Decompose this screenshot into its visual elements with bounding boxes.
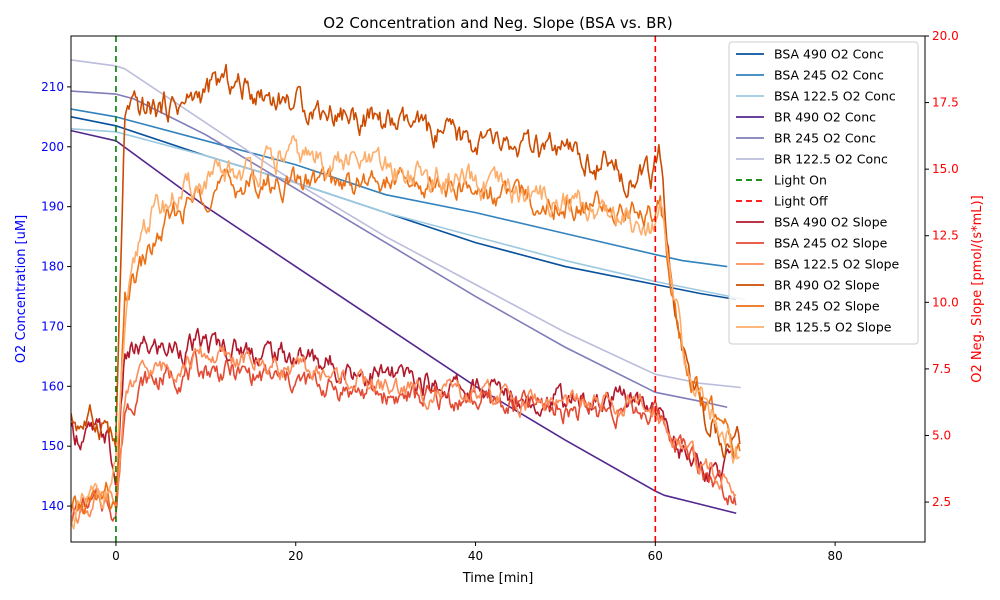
x-axis: 0 20 40 60 80 — [112, 542, 843, 563]
series-group — [71, 59, 746, 530]
chart-title: O2 Concentration and Neg. Slope (BSA vs.… — [323, 14, 672, 32]
right-y-tick-label: 7.5 — [932, 362, 951, 376]
series-line — [71, 63, 741, 459]
legend-label: BSA 122.5 O2 Slope — [774, 257, 900, 272]
legend-label: BSA 245 O2 Slope — [774, 236, 888, 251]
left-y-axis-label: O2 Concentration [uM] — [14, 215, 29, 363]
left-y-tick-label: 140 — [41, 499, 64, 513]
series-line — [71, 116, 737, 301]
right-y-tick-label: 15.0 — [932, 162, 959, 176]
x-tick-label: 60 — [648, 549, 663, 563]
x-tick-label: 0 — [112, 549, 120, 563]
right-y-tick-label: 17.5 — [932, 96, 959, 110]
legend-label: BR 122.5 O2 Conc — [774, 152, 888, 167]
x-axis-label: Time [min] — [462, 571, 534, 586]
legend-label: BSA 245 O2 Conc — [774, 68, 884, 83]
series-line — [71, 128, 746, 301]
left-y-tick-label: 200 — [41, 140, 64, 154]
series-line — [71, 327, 737, 486]
series-line — [71, 134, 740, 530]
left-y-axis: 140 150 160 170 180 190 200 210 — [41, 80, 71, 513]
legend-label: BSA 490 O2 Slope — [774, 215, 888, 230]
legend-label: BSA 490 O2 Conc — [774, 47, 884, 62]
legend-label: BR 490 O2 Conc — [774, 110, 876, 125]
legend-label: BR 245 O2 Slope — [774, 299, 880, 314]
legend-label: BSA 122.5 O2 Conc — [774, 89, 896, 104]
right-y-axis-label: O2 Neg. Slope [pmol/(s*mL)] — [970, 195, 985, 382]
right-y-tick-label: 10.0 — [932, 295, 959, 309]
plot-frame — [70, 35, 926, 543]
x-tick-label: 40 — [468, 549, 483, 563]
left-y-tick-label: 150 — [41, 439, 64, 453]
left-y-tick-label: 160 — [41, 379, 64, 393]
series-line — [71, 90, 728, 409]
right-y-tick-label: 5.0 — [932, 428, 951, 442]
right-y-tick-label: 12.5 — [932, 229, 959, 243]
vline-group — [115, 36, 657, 542]
legend-box — [728, 41, 919, 345]
legend-label: BR 125.5 O2 Slope — [774, 320, 892, 335]
legend-label: BR 245 O2 Conc — [774, 131, 876, 146]
left-y-tick-label: 170 — [41, 319, 64, 333]
left-y-tick-label: 180 — [41, 260, 64, 274]
series-line — [71, 345, 737, 524]
legend-label: Light On — [774, 173, 827, 188]
legend-label: Light Off — [774, 194, 828, 209]
legend: BSA 490 O2 Conc BSA 245 O2 Conc BSA 122.5 … — [728, 41, 919, 345]
series-line — [71, 59, 741, 389]
right-y-tick-label: 20.0 — [932, 29, 959, 43]
right-y-axis: 2.5 5.0 7.5 10.0 12.5 15.0 17.5 20.0 — [925, 29, 959, 509]
legend-label: BR 490 O2 Slope — [774, 278, 880, 293]
right-y-tick-label: 2.5 — [932, 495, 951, 509]
x-tick-label: 80 — [827, 549, 842, 563]
left-y-tick-label: 190 — [41, 200, 64, 214]
x-tick-label: 20 — [288, 549, 303, 563]
left-y-tick-label: 210 — [41, 80, 64, 94]
